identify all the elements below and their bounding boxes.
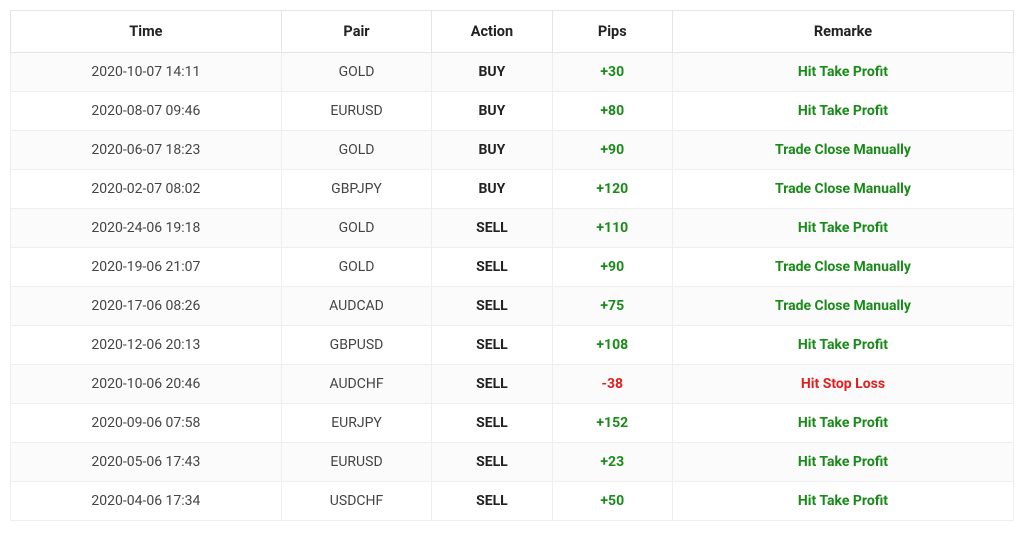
table-row: 2020-06-07 18:23GOLDBUY+90Trade Close Ma… xyxy=(11,131,1014,170)
cell-remark: Trade Close Manually xyxy=(672,170,1013,209)
table-row: 2020-05-06 17:43EURUSDSELL+23Hit Take Pr… xyxy=(11,443,1014,482)
table-row: 2020-19-06 21:07GOLDSELL+90Trade Close M… xyxy=(11,248,1014,287)
cell-action: SELL xyxy=(432,404,552,443)
cell-pips: +152 xyxy=(552,404,672,443)
cell-time: 2020-02-07 08:02 xyxy=(11,170,282,209)
cell-pair: GOLD xyxy=(281,209,431,248)
cell-pips: +90 xyxy=(552,131,672,170)
cell-pips: -38 xyxy=(552,365,672,404)
table-row: 2020-17-06 08:26AUDCADSELL+75Trade Close… xyxy=(11,287,1014,326)
cell-time: 2020-17-06 08:26 xyxy=(11,287,282,326)
cell-remark: Trade Close Manually xyxy=(672,131,1013,170)
cell-pips: +108 xyxy=(552,326,672,365)
cell-action: BUY xyxy=(432,131,552,170)
cell-action: BUY xyxy=(432,92,552,131)
cell-pips: +90 xyxy=(552,248,672,287)
cell-time: 2020-10-06 20:46 xyxy=(11,365,282,404)
cell-action: BUY xyxy=(432,53,552,92)
cell-pair: GOLD xyxy=(281,53,431,92)
cell-time: 2020-10-07 14:11 xyxy=(11,53,282,92)
cell-pips: +30 xyxy=(552,53,672,92)
header-row: Time Pair Action Pips Remarke xyxy=(11,11,1014,53)
cell-action: SELL xyxy=(432,365,552,404)
cell-action: SELL xyxy=(432,209,552,248)
cell-remark: Hit Stop Loss xyxy=(672,365,1013,404)
cell-pair: EURJPY xyxy=(281,404,431,443)
trade-history-table: Time Pair Action Pips Remarke 2020-10-07… xyxy=(10,10,1014,521)
cell-pips: +80 xyxy=(552,92,672,131)
cell-time: 2020-04-06 17:34 xyxy=(11,482,282,521)
cell-remark: Hit Take Profit xyxy=(672,443,1013,482)
cell-action: SELL xyxy=(432,326,552,365)
cell-remark: Hit Take Profit xyxy=(672,482,1013,521)
table-row: 2020-10-07 14:11GOLDBUY+30Hit Take Profi… xyxy=(11,53,1014,92)
cell-time: 2020-05-06 17:43 xyxy=(11,443,282,482)
cell-action: SELL xyxy=(432,482,552,521)
cell-action: SELL xyxy=(432,443,552,482)
cell-remark: Hit Take Profit xyxy=(672,209,1013,248)
cell-remark: Hit Take Profit xyxy=(672,53,1013,92)
table-header: Time Pair Action Pips Remarke xyxy=(11,11,1014,53)
table-row: 2020-09-06 07:58EURJPYSELL+152Hit Take P… xyxy=(11,404,1014,443)
table-row: 2020-24-06 19:18GOLDSELL+110Hit Take Pro… xyxy=(11,209,1014,248)
cell-pair: AUDCHF xyxy=(281,365,431,404)
cell-remark: Hit Take Profit xyxy=(672,326,1013,365)
table-row: 2020-02-07 08:02GBPJPYBUY+120Trade Close… xyxy=(11,170,1014,209)
cell-remark: Hit Take Profit xyxy=(672,404,1013,443)
col-header-pips: Pips xyxy=(552,11,672,53)
col-header-time: Time xyxy=(11,11,282,53)
cell-time: 2020-08-07 09:46 xyxy=(11,92,282,131)
cell-pair: GBPUSD xyxy=(281,326,431,365)
cell-time: 2020-06-07 18:23 xyxy=(11,131,282,170)
cell-time: 2020-09-06 07:58 xyxy=(11,404,282,443)
cell-remark: Trade Close Manually xyxy=(672,287,1013,326)
table-row: 2020-12-06 20:13GBPUSDSELL+108Hit Take P… xyxy=(11,326,1014,365)
table-row: 2020-10-06 20:46AUDCHFSELL-38Hit Stop Lo… xyxy=(11,365,1014,404)
table-row: 2020-08-07 09:46EURUSDBUY+80Hit Take Pro… xyxy=(11,92,1014,131)
cell-time: 2020-19-06 21:07 xyxy=(11,248,282,287)
cell-time: 2020-12-06 20:13 xyxy=(11,326,282,365)
cell-pips: +110 xyxy=(552,209,672,248)
cell-pips: +50 xyxy=(552,482,672,521)
cell-action: SELL xyxy=(432,287,552,326)
col-header-remarks: Remarke xyxy=(672,11,1013,53)
cell-pair: EURUSD xyxy=(281,443,431,482)
cell-time: 2020-24-06 19:18 xyxy=(11,209,282,248)
table-body: 2020-10-07 14:11GOLDBUY+30Hit Take Profi… xyxy=(11,53,1014,521)
cell-pair: GOLD xyxy=(281,248,431,287)
cell-pair: GOLD xyxy=(281,131,431,170)
cell-pair: USDCHF xyxy=(281,482,431,521)
col-header-pair: Pair xyxy=(281,11,431,53)
cell-pair: EURUSD xyxy=(281,92,431,131)
cell-pips: +120 xyxy=(552,170,672,209)
cell-pips: +75 xyxy=(552,287,672,326)
table-row: 2020-04-06 17:34USDCHFSELL+50Hit Take Pr… xyxy=(11,482,1014,521)
cell-action: BUY xyxy=(432,170,552,209)
col-header-action: Action xyxy=(432,11,552,53)
cell-remark: Hit Take Profit xyxy=(672,92,1013,131)
cell-remark: Trade Close Manually xyxy=(672,248,1013,287)
cell-pips: +23 xyxy=(552,443,672,482)
cell-pair: GBPJPY xyxy=(281,170,431,209)
cell-action: SELL xyxy=(432,248,552,287)
cell-pair: AUDCAD xyxy=(281,287,431,326)
